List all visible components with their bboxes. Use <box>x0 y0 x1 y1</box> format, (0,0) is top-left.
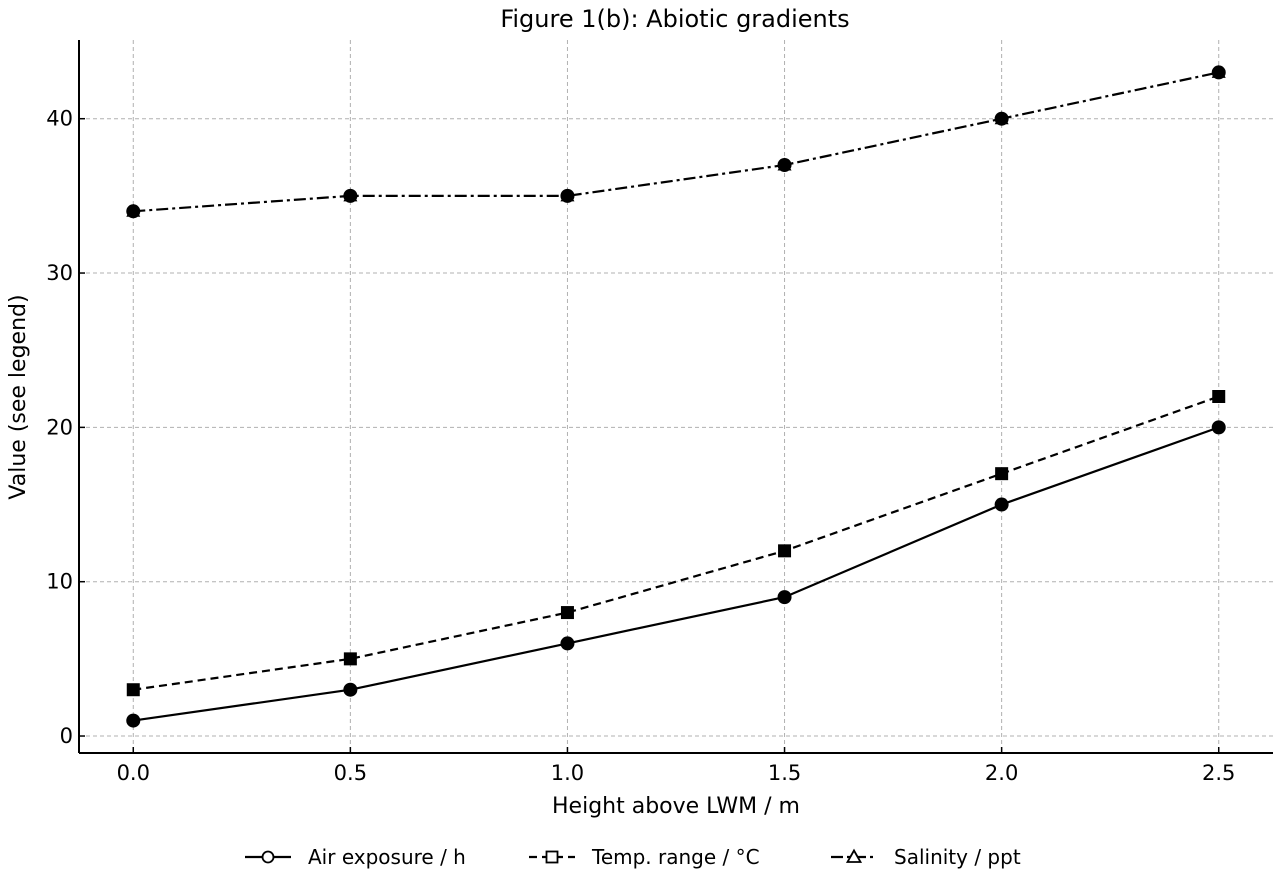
y-tick-label: 10 <box>46 570 73 594</box>
series-2 <box>126 390 1226 697</box>
data-point-overlay <box>994 111 1009 126</box>
data-point-overlay <box>343 188 358 203</box>
series-1 <box>126 420 1226 728</box>
x-tick-label: 1.0 <box>551 761 584 785</box>
series-line <box>133 71 1219 213</box>
y-axis-label: Value (see legend) <box>6 294 31 499</box>
axes <box>78 40 1273 754</box>
y-tick-label: 0 <box>60 724 73 748</box>
legend-marker <box>261 850 275 864</box>
legend-marker <box>845 848 863 863</box>
legend-label: Air exposure / h <box>308 845 466 869</box>
data-point <box>343 652 357 666</box>
data-point <box>994 497 1009 512</box>
data-point-overlay <box>560 188 575 203</box>
series-3 <box>126 64 1226 219</box>
x-axis-label: Height above LWM / m <box>552 794 800 819</box>
data-point-overlay <box>1211 65 1226 80</box>
legend-item: Air exposure / h <box>245 845 466 869</box>
legend-item: Temp. range / °C <box>529 845 760 869</box>
legend-item: Salinity / ppt <box>831 845 1021 869</box>
y-tick-label: 30 <box>46 261 73 285</box>
data-point-overlay <box>126 204 141 219</box>
grid <box>79 40 1273 753</box>
series-line <box>133 426 1220 722</box>
x-tick-label: 2.0 <box>985 761 1018 785</box>
data-point-overlay <box>777 158 792 173</box>
data-point <box>126 713 141 728</box>
data-point <box>995 467 1009 481</box>
data-point <box>126 683 140 697</box>
legend-marker <box>545 850 559 864</box>
data-point <box>560 636 575 651</box>
legend-label: Temp. range / °C <box>591 845 760 869</box>
x-tick-label: 1.5 <box>768 761 801 785</box>
chart-title: Figure 1(b): Abiotic gradients <box>500 5 849 33</box>
data-point <box>778 544 792 558</box>
series-group <box>126 64 1226 728</box>
legend: Air exposure / h Temp. range / °C Salinity… <box>245 845 1021 869</box>
ticks: 0.0 0.5 1.0 1.5 2.0 2.5 0 10 20 30 40 <box>46 107 1235 785</box>
x-tick-label: 0.0 <box>117 761 150 785</box>
data-point <box>560 606 574 620</box>
data-point <box>1211 420 1226 435</box>
y-tick-label: 20 <box>46 415 73 439</box>
data-point <box>343 682 358 697</box>
x-tick-label: 2.5 <box>1202 761 1235 785</box>
data-point <box>1212 390 1226 403</box>
legend-label: Salinity / ppt <box>894 845 1021 869</box>
data-point <box>777 590 792 605</box>
series-line <box>133 395 1220 691</box>
y-tick-label: 40 <box>46 107 73 131</box>
x-tick-label: 0.5 <box>334 761 367 785</box>
